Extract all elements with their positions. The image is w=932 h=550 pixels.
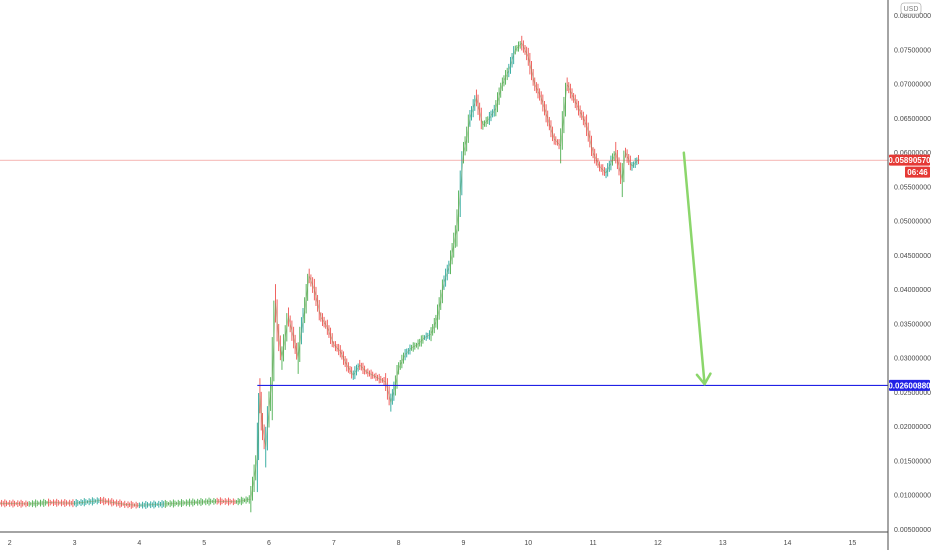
x-tick-label: 6 [267, 540, 271, 547]
y-tick-label: 0.07500000 [894, 47, 931, 54]
x-tick-label: 2 [8, 540, 12, 547]
price-series-line [0, 42, 640, 506]
x-tick-label: 15 [848, 540, 856, 547]
y-tick-label: 0.02000000 [894, 424, 931, 431]
last-price-badge: 0.05890570 06:46 [888, 154, 931, 178]
down-arrow-head [703, 372, 712, 386]
x-axis-labels: 2 3 4 5 6 7 8 9 10 11 12 13 14 15 [8, 540, 857, 547]
currency-label: USD [904, 6, 919, 13]
y-tick-label: 0.04000000 [894, 287, 931, 294]
x-tick-label: 5 [202, 540, 206, 547]
x-tick-label: 4 [137, 540, 141, 547]
x-tick-label: 3 [73, 540, 77, 547]
level-price-badge: 0.02600880 [888, 379, 931, 391]
y-tick-label: 0.01000000 [894, 493, 931, 500]
x-tick-label: 13 [719, 540, 727, 547]
x-tick-label: 11 [589, 540, 596, 547]
y-tick-label: 0.08000000 [894, 13, 931, 20]
y-tick-label: 0.03000000 [894, 356, 931, 363]
countdown-label: 06:46 [907, 168, 928, 177]
last-price-label: 0.05890570 [888, 156, 931, 165]
plot-area [0, 35, 888, 513]
level-price-label: 0.02600880 [888, 381, 931, 390]
y-tick-label: 0.01500000 [894, 458, 931, 465]
y-tick-label: 0.07000000 [894, 82, 931, 89]
x-tick-label: 7 [332, 540, 336, 547]
x-tick-label: 12 [654, 540, 662, 547]
y-tick-label: 0.04500000 [894, 253, 931, 260]
x-tick-label: 8 [397, 540, 401, 547]
y-tick-label: 0.03500000 [894, 321, 931, 328]
y-tick-label: 0.02500000 [894, 390, 931, 397]
y-tick-label: 0.00500000 [894, 527, 931, 534]
y-tick-label: 0.06500000 [894, 116, 931, 123]
y-axis-labels: 0.00500000 0.01000000 0.01500000 0.02000000… [894, 13, 931, 534]
y-tick-label: 0.05500000 [894, 184, 931, 191]
x-tick-label: 14 [784, 540, 792, 547]
currency-badge[interactable]: USD [900, 2, 922, 15]
x-tick-label: 9 [461, 540, 465, 547]
down-arrow-head [695, 373, 706, 386]
down-arrow-line[interactable] [682, 151, 706, 386]
y-tick-label: 0.06000000 [894, 150, 931, 157]
y-tick-label: 0.05000000 [894, 219, 931, 226]
x-tick-label: 10 [524, 540, 532, 547]
